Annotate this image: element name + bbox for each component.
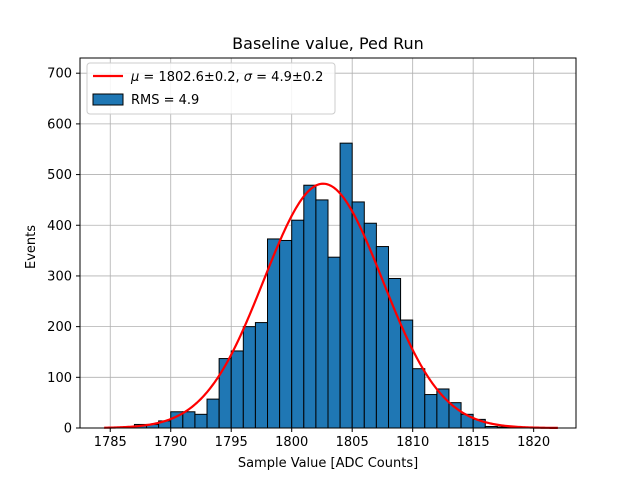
- histogram-bar: [315, 199, 329, 429]
- y-tick-label: 500: [47, 168, 72, 183]
- x-tick-label: 1815: [457, 435, 490, 450]
- y-tick-label: 0: [64, 422, 72, 437]
- histogram-bar: [303, 184, 317, 429]
- histogram-bar: [351, 201, 365, 429]
- legend-mu-text: = 1802.6±0.2,: [139, 70, 243, 85]
- legend: μ = 1802.6±0.2, σ = 4.9±0.2 RMS = 4.9: [86, 62, 336, 115]
- y-tick-label: 300: [47, 269, 72, 284]
- legend-hist-label: RMS = 4.9: [131, 93, 199, 108]
- legend-fit-label: μ = 1802.6±0.2, σ = 4.9±0.2: [130, 70, 323, 85]
- x-tick-label: 1810: [396, 435, 429, 450]
- plot-frame: [79, 57, 577, 429]
- y-tick-label: 600: [47, 117, 72, 132]
- x-tick-label: 1785: [94, 435, 127, 450]
- legend-hist-swatch: [92, 93, 124, 106]
- histogram-bar: [230, 350, 244, 429]
- y-axis-ticks: 0 100 200 300 400 500 600 700: [47, 67, 80, 437]
- histogram-bar: [254, 322, 269, 429]
- legend-box: [86, 62, 336, 115]
- histogram-bar: [182, 411, 196, 429]
- legend-sigma-symbol: σ: [244, 70, 253, 85]
- histogram-bar: [327, 256, 341, 429]
- x-axis-ticks: 1785 1790 1795 1800 1805 1810 1815 1820: [94, 428, 550, 450]
- y-tick-label: 100: [47, 371, 72, 386]
- x-tick-label: 1790: [154, 435, 187, 450]
- histogram-bar: [412, 368, 426, 429]
- x-tick-label: 1805: [336, 435, 369, 450]
- x-tick-label: 1795: [215, 435, 248, 450]
- legend-mu-symbol: μ: [130, 70, 139, 85]
- legend-sigma-text: = 4.9±0.2: [252, 70, 323, 85]
- y-tick-label: 200: [47, 320, 72, 335]
- histogram-bar: [339, 142, 353, 429]
- x-tick-label: 1820: [517, 435, 550, 450]
- histogram-bar: [206, 398, 220, 429]
- y-tick-label: 400: [47, 219, 72, 234]
- histogram-bar: [279, 239, 293, 429]
- histogram-bar: [242, 326, 256, 429]
- histogram-bar: [375, 246, 389, 429]
- histogram-bar: [194, 413, 208, 429]
- x-tick-label: 1800: [275, 435, 308, 450]
- chart-title: Baseline value, Ped Run: [232, 34, 424, 53]
- fit-curve: [104, 182, 558, 429]
- histogram-bar: [291, 219, 305, 429]
- fit-curve-group: [104, 182, 558, 429]
- histogram-bar: [424, 394, 438, 429]
- histogram-bar: [218, 358, 232, 429]
- histogram-bar: [363, 222, 377, 429]
- x-axis-label: Sample Value [ADC Counts]: [238, 456, 418, 471]
- histogram-bars: [121, 142, 523, 429]
- y-tick-label: 700: [47, 67, 72, 82]
- y-axis-label: Events: [24, 225, 39, 269]
